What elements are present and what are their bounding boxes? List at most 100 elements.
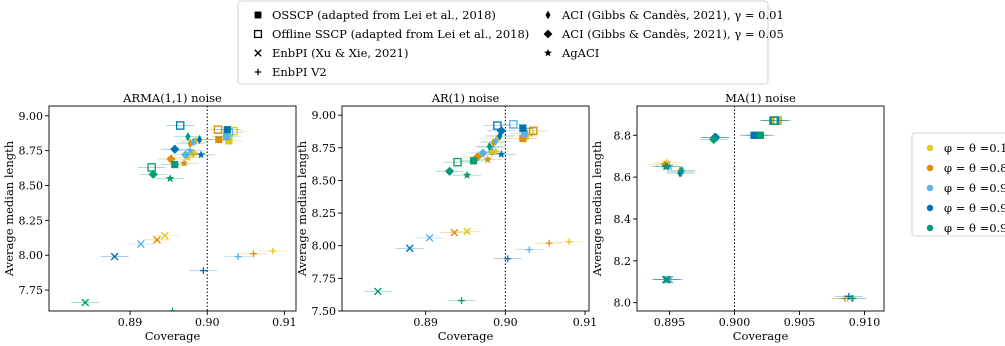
point-x bbox=[81, 298, 90, 307]
legend-right-frame bbox=[911, 132, 1005, 237]
point-thin-diamond bbox=[196, 134, 203, 145]
point-star bbox=[660, 160, 669, 169]
axes-frame bbox=[48, 105, 297, 312]
point-square bbox=[519, 124, 527, 132]
legend-top-label: ACI (Gibbs & Candès, 2021), γ = 0.05 bbox=[561, 27, 784, 41]
legend-right-item: φ = θ =0.99 bbox=[926, 221, 1005, 235]
point-diamond bbox=[487, 147, 497, 157]
x-tick-label: 0.89 bbox=[118, 316, 143, 329]
point-diamond bbox=[181, 150, 191, 160]
point-square bbox=[756, 131, 765, 139]
y-tick-label: 8.00 bbox=[312, 240, 337, 253]
x-tick-label: 0.90 bbox=[195, 316, 220, 329]
point-square bbox=[519, 135, 527, 143]
point-diamond bbox=[148, 169, 158, 179]
y-tick-label: 8.4 bbox=[614, 213, 632, 226]
chart-title: AR(1) noise bbox=[431, 91, 500, 105]
point-star bbox=[462, 170, 472, 179]
legend-marker-star bbox=[544, 48, 552, 57]
point-x bbox=[663, 275, 671, 284]
legend-marker-square bbox=[254, 11, 262, 19]
x-tick-label: 0.905 bbox=[784, 316, 816, 329]
point-square-open bbox=[769, 116, 778, 125]
y-tick-label: 7.75 bbox=[312, 272, 337, 285]
point-plus bbox=[234, 253, 242, 261]
legend-top-item: EnbPI (Xu & Xie, 2021) bbox=[254, 46, 408, 60]
y-axis-label: Average median length bbox=[295, 140, 309, 277]
x-tick-label: 0.91 bbox=[573, 316, 598, 329]
axes-frame bbox=[636, 105, 885, 312]
chart-title: MA(1) noise bbox=[725, 91, 796, 105]
chart-title: ARMA(1,1) noise bbox=[122, 91, 222, 105]
point-plus bbox=[199, 267, 207, 274]
point-plus bbox=[545, 239, 553, 247]
legend-right-item: φ = θ =0.95 bbox=[926, 201, 1005, 215]
point-x bbox=[160, 231, 169, 240]
x-axis-label: Coverage bbox=[438, 329, 494, 343]
y-tick-label: 8.75 bbox=[19, 145, 44, 158]
y-tick-label: 7.50 bbox=[312, 305, 337, 318]
point-thin-diamond bbox=[490, 137, 496, 148]
point-x bbox=[405, 244, 414, 253]
y-tick-label: 8.6 bbox=[614, 171, 632, 184]
point-star bbox=[196, 150, 206, 159]
legend-top-label: EnbPI V2 bbox=[272, 65, 327, 79]
y-tick-label: 8.0 bbox=[614, 297, 632, 310]
point-diamond bbox=[170, 144, 180, 154]
point-thin-diamond bbox=[190, 137, 196, 147]
legend-top-label: AgACI bbox=[561, 46, 599, 60]
point-plus bbox=[565, 238, 573, 246]
point-square-open bbox=[213, 125, 223, 134]
point-thin-diamond bbox=[486, 141, 493, 152]
legend-top-label: EnbPI (Xu & Xie, 2021) bbox=[272, 46, 408, 60]
y-tick-label: 9.00 bbox=[312, 109, 337, 122]
legend-top: OSSCP (adapted from Lei et al., 2018) Off… bbox=[237, 0, 784, 85]
point-square bbox=[750, 131, 758, 139]
point-square-open bbox=[509, 120, 518, 129]
legend-color-dot bbox=[926, 204, 934, 212]
data-points bbox=[650, 116, 867, 302]
chart-panel-2: 0.89 0.90 0.91 7.50 7.75 8.00 8.25 8.50 8.75 9.00… bbox=[295, 91, 597, 343]
point-star bbox=[166, 174, 175, 183]
legend-top-item: ACI (Gibbs & Candès, 2021), γ = 0.01 bbox=[545, 8, 784, 22]
point-plus bbox=[169, 307, 176, 311]
point-diamond bbox=[444, 166, 455, 176]
point-star bbox=[662, 158, 672, 167]
legend-color-dot bbox=[926, 184, 934, 192]
x-axis-label: Coverage bbox=[145, 329, 201, 343]
point-square bbox=[520, 129, 529, 138]
point-star bbox=[183, 153, 193, 162]
point-plus bbox=[250, 250, 257, 258]
legend-marker-x bbox=[254, 49, 262, 57]
x-tick-label: 0.900 bbox=[719, 316, 751, 329]
point-plus bbox=[845, 292, 853, 300]
point-x bbox=[373, 287, 382, 296]
legend-right-item: φ = θ =0.1 bbox=[926, 141, 1005, 155]
point-plus bbox=[849, 295, 857, 302]
point-plus bbox=[269, 247, 277, 255]
legend-marker-plus bbox=[254, 68, 262, 76]
point-x bbox=[463, 227, 471, 236]
x-tick-label: 0.89 bbox=[413, 316, 438, 329]
data-points bbox=[363, 120, 584, 304]
point-plus bbox=[841, 295, 849, 302]
legend-top-label: Offline SSCP (adapted from Lei et al., 2… bbox=[272, 27, 529, 41]
point-plus bbox=[458, 297, 465, 304]
y-tick-label: 8.00 bbox=[19, 249, 44, 262]
point-square bbox=[225, 137, 233, 145]
chart-panel-3: 0.895 0.900 0.905 0.910 8.0 8.2 8.4 8.6 8.8 MA(1)… bbox=[590, 91, 885, 343]
data-points bbox=[71, 121, 287, 311]
legend-top-item: OSSCP (adapted from Lei et al., 2018) bbox=[254, 8, 496, 22]
y-tick-label: 8.8 bbox=[614, 129, 632, 142]
legend-right-item: φ = θ =0.9 bbox=[926, 181, 1005, 195]
point-diamond bbox=[496, 126, 506, 136]
legend-marker-thin-diamond bbox=[545, 10, 551, 20]
point-star bbox=[186, 146, 195, 155]
y-tick-label: 8.50 bbox=[312, 174, 337, 187]
y-tick-label: 8.75 bbox=[312, 142, 337, 155]
y-tick-label: 8.25 bbox=[312, 207, 337, 220]
x-tick-label: 0.91 bbox=[272, 316, 297, 329]
point-square-open bbox=[493, 121, 502, 130]
y-tick-label: 8.50 bbox=[19, 179, 44, 192]
